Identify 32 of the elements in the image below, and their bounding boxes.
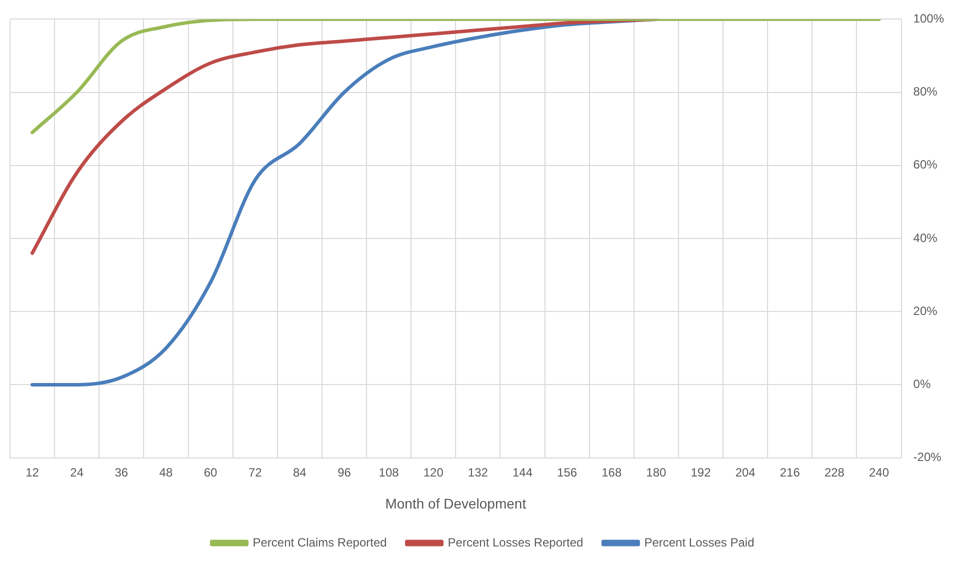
y-tick-label: 0%	[913, 377, 931, 392]
x-axis-title: Month of Development	[385, 495, 526, 512]
y-tick-label: 100%	[913, 12, 944, 26]
x-tick-label: 12	[26, 465, 40, 480]
x-tick-label: 192	[690, 465, 712, 480]
x-tick-label: 24	[70, 465, 84, 480]
x-tick-label: 168	[602, 465, 622, 480]
line-series	[30, 19, 881, 134]
x-tick-label: 132	[468, 465, 488, 480]
x-tick-label: 108	[378, 465, 400, 480]
x-tick-label: 48	[159, 465, 173, 480]
y-tick-label: 80%	[913, 84, 938, 99]
x-tick-label: 180	[646, 465, 667, 480]
x-tick-label: 36	[114, 465, 128, 480]
x-tick-label: 120	[423, 465, 444, 480]
x-tick-label: 204	[735, 465, 756, 480]
x-tick-label: 84	[292, 465, 307, 480]
x-tick-label: 240	[869, 465, 890, 480]
x-tick-label: 144	[512, 465, 533, 480]
y-tick-label: 20%	[913, 304, 938, 318]
y-tick-label: -20%	[913, 450, 942, 464]
legend-label: Percent Claims Reported	[252, 535, 387, 550]
x-tick-label: 96	[338, 465, 352, 480]
y-tick-label: 40%	[913, 230, 938, 245]
x-tick-label: 72	[248, 465, 262, 480]
x-tick-label: 156	[557, 465, 578, 480]
y-tick-label: 60%	[913, 158, 938, 172]
legend-label: Percent Losses Reported	[448, 535, 584, 550]
x-tick-label: 60	[204, 465, 218, 480]
x-tick-label: 228	[824, 465, 845, 480]
legend-label: Percent Losses Paid	[644, 535, 754, 550]
x-tick-label: 216	[780, 465, 800, 480]
